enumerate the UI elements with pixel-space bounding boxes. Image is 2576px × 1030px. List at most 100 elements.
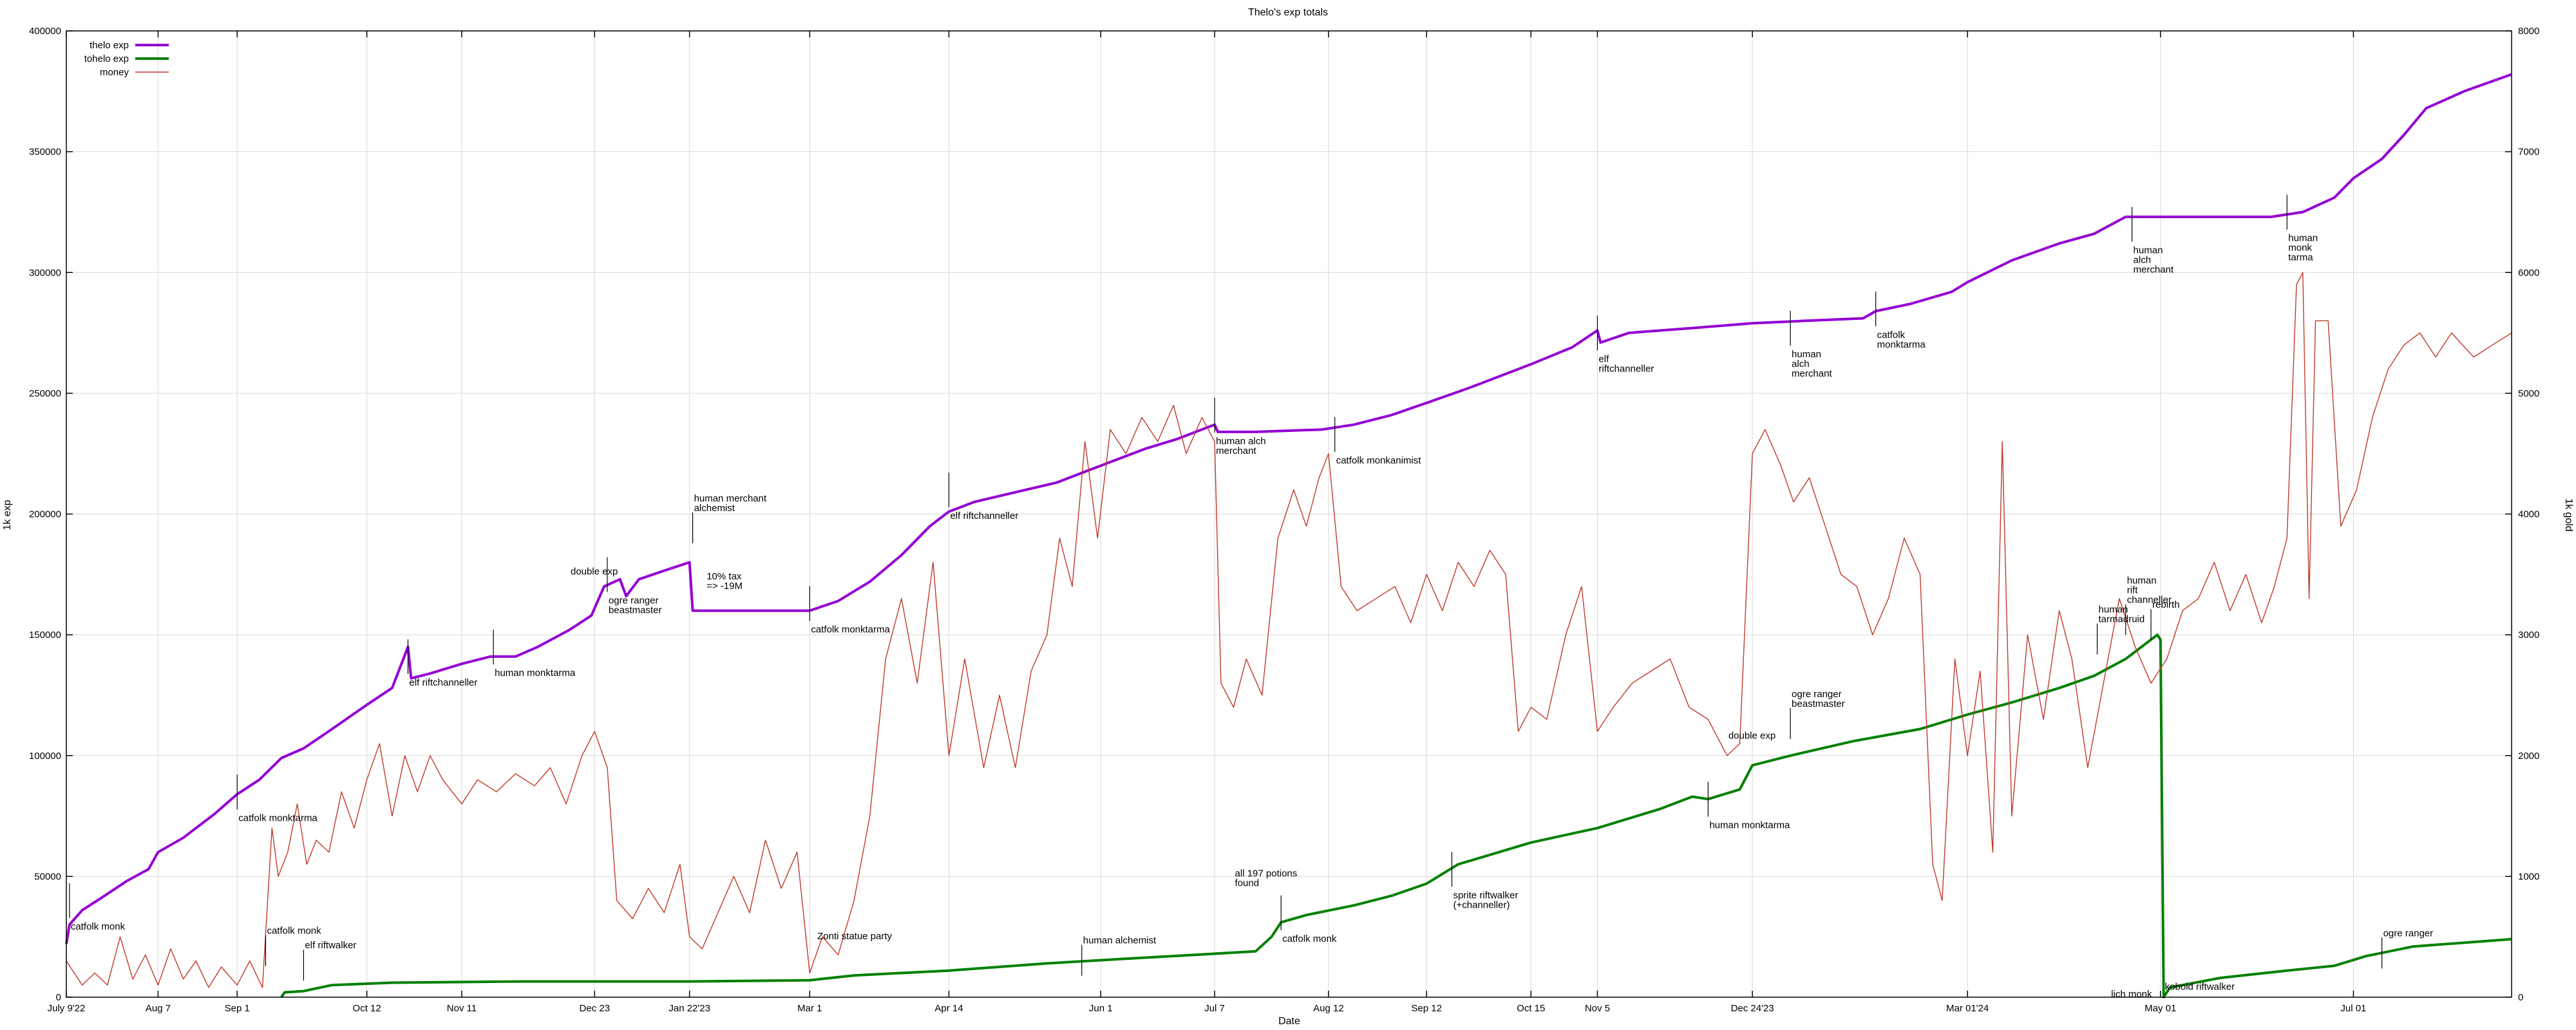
annotation-label: ogre ranger [2383,928,2434,939]
annotation: catfolk monktarma [236,774,317,823]
series-line-thelo-exp [65,73,2512,944]
x-tick-label: Aug 7 [146,1003,171,1014]
y-tick-label: 250000 [29,388,61,399]
annotation-label: ogre ranger [609,595,659,606]
annotation-label: catfolk monkanimist [1336,455,1422,466]
annotation-label: human [1792,349,1821,360]
annotation-label: channeller [2127,595,2172,606]
annotation: human monktarma [1707,782,1790,831]
annotation-label: lich monk [2111,989,2152,1000]
x-tick-label: Jul 01 [2340,1003,2366,1014]
annotation-label: catfolk monktarma [811,624,890,635]
annotation-label: elf [1598,353,1609,364]
annotation-label: monk [2288,243,2312,254]
annotation-label: double exp [1728,730,1776,741]
x-tick-label: Sep 1 [225,1003,250,1014]
y2-tick-label: 0 [2518,992,2523,1003]
annotation-label: alchemist [694,503,735,514]
annotation: elf riftchanneller [407,639,477,688]
annotation-label: human [2099,604,2128,615]
x-tick-label: Dec 24'23 [1731,1003,1774,1014]
y2-axis-title: 1k gold [2563,498,2574,532]
annotation: double exp [571,566,618,577]
x-tick-label: Jan 22'23 [668,1003,710,1014]
annotation-label: catfolk [1877,330,1906,341]
annotation: Zonti statue party [817,931,892,942]
annotation-label: (+channeller) [1453,899,1510,910]
annotation-label: all 197 potions [1235,868,1298,879]
annotation-label: elf riftchanneller [409,677,477,688]
y-tick-label: 200000 [29,509,61,520]
annotation: catfolk monktarma [809,586,891,635]
annotation-label: merchant [1216,445,1256,456]
chart-title: Thelo's exp totals [1248,7,1328,18]
annotation: ogre ranger [2382,928,2434,969]
series-line-tohelo-exp [280,633,2512,998]
annotation-label: tarmadruid [2099,614,2145,625]
x-tick-label: Jul 7 [1204,1003,1225,1014]
annotation-label: alch [1792,359,1810,370]
annotation: catfolk monk [69,883,126,932]
annotation-label: elf riftchanneller [950,510,1018,521]
annotation-label: => -19M [706,581,743,592]
y2-tick-label: 2000 [2518,751,2539,762]
annotation: human alchemist [1081,935,1157,976]
annotation-label: catfolk monktarma [238,812,317,823]
legend-label: thelo exp [90,40,129,51]
x-tick-label: July 9'22 [48,1003,86,1014]
x-tick-label: Nov 5 [1585,1003,1610,1014]
annotation-label: human [2127,576,2157,586]
annotation-label: human alch [1216,436,1266,447]
x-tick-label: Aug 12 [1313,1003,1344,1014]
annotation: catfolk monk [265,926,321,966]
annotation-label: rebirth [2152,599,2180,610]
annotation-label: ogre ranger [1792,689,1842,700]
legend: thelo exp tohelo exp money [84,40,169,78]
y-tick-label: 0 [56,992,61,1003]
y-tick-label: 100000 [29,751,61,762]
annotation-label: found [1235,877,1260,888]
annotation: double exp [1728,730,1776,741]
annotation-label: sprite riftwalker [1453,890,1518,901]
y2-tick-label: 3000 [2518,630,2539,641]
annotation-label: Zonti statue party [817,931,892,942]
annotation-label: beastmaster [1792,698,1845,709]
annotation: sprite riftwalker(+channeller) [1451,852,1518,910]
legend-label: tohelo exp [84,53,129,64]
annotation-label: rift [2127,585,2138,596]
annotation-label: beastmaster [609,605,662,616]
annotation: human monktarma [493,630,576,679]
annotation-label: merchant [2134,264,2174,275]
x-axis-title: Date [1278,1016,1300,1027]
annotation-label: merchant [1792,368,1832,379]
annotation-label: catfolk monk [71,921,126,932]
annotation-label: double exp [571,566,618,577]
x-tick-label: Oct 15 [1517,1003,1545,1014]
y2-tick-label: 5000 [2518,388,2539,399]
series-line-money [66,272,2512,988]
annotation-label: human merchant [694,493,767,504]
grid [66,30,2512,998]
annotation: elf riftwalker [303,940,356,981]
annotation: kobold riftwalker [2165,982,2235,993]
annotation-label: alch [2134,254,2152,265]
annotation-label: human alchemist [1083,935,1157,946]
annotation-label: tarma [2288,252,2313,263]
y2-tick-label: 4000 [2518,509,2539,520]
x-tick-label: Nov 11 [447,1003,477,1014]
x-tick-label: Apr 14 [934,1003,963,1014]
annotation-label: catfolk monk [267,926,321,937]
x-tick-label: May 01 [2145,1003,2176,1014]
y-tick-label: 50000 [34,871,61,882]
legend-label: money [100,67,129,78]
y-tick-label: 400000 [29,26,61,37]
